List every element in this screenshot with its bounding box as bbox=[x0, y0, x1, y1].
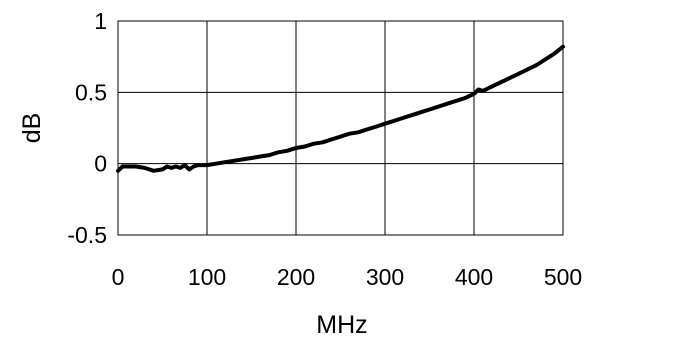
x-axis-ticks: 0 100 200 300 400 500 bbox=[112, 264, 583, 290]
y-tick-label: -0.5 bbox=[67, 222, 107, 248]
x-axis-title: MHz bbox=[316, 311, 367, 339]
x-tick-label: 400 bbox=[455, 264, 493, 290]
y-tick-label: 0.5 bbox=[75, 79, 107, 105]
grid bbox=[117, 20, 564, 236]
x-tick-label: 200 bbox=[277, 264, 315, 290]
y-tick-label: 1 bbox=[94, 8, 107, 34]
y-tick-label: 0 bbox=[94, 151, 107, 177]
x-tick-label: 0 bbox=[112, 264, 125, 290]
x-tick-label: 500 bbox=[544, 264, 582, 290]
y-axis-ticks: -0.5 0 0.5 1 bbox=[67, 8, 107, 248]
y-axis-title: dB bbox=[18, 113, 46, 144]
x-tick-label: 300 bbox=[366, 264, 404, 290]
plot-area bbox=[117, 20, 564, 236]
series-line-0 bbox=[116, 44, 565, 173]
x-tick-label: 100 bbox=[188, 264, 226, 290]
series-layer bbox=[116, 44, 565, 173]
